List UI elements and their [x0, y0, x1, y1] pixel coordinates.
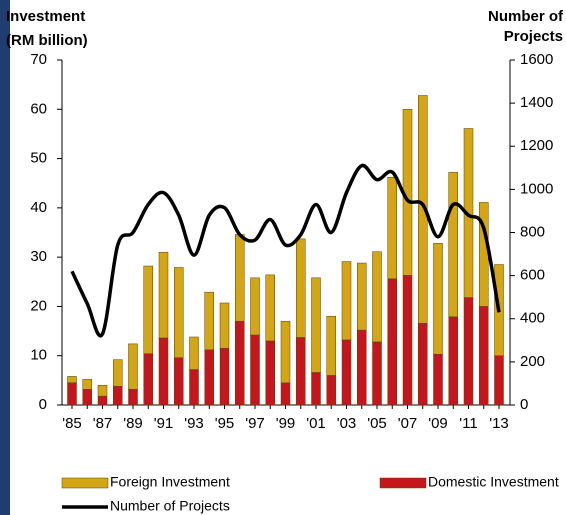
bar — [341, 339, 352, 406]
bar — [265, 274, 275, 342]
y-tick-label: 0 — [39, 396, 47, 413]
legend-label: Number of Projects — [110, 498, 230, 514]
bar — [296, 238, 306, 338]
bar — [113, 386, 123, 406]
bar — [189, 336, 199, 370]
x-tick-label: '93 — [184, 415, 204, 432]
x-tick-label: '97 — [245, 415, 265, 432]
bar — [97, 395, 108, 406]
bar — [189, 369, 199, 406]
x-tick-label: '03 — [337, 415, 357, 432]
bar — [433, 243, 443, 355]
bar — [67, 376, 77, 384]
bar — [372, 341, 382, 406]
bar — [326, 316, 336, 376]
bar — [448, 316, 458, 406]
y-tick-label: 70 — [30, 51, 47, 68]
bar — [296, 337, 306, 406]
bar — [311, 277, 321, 373]
bar — [143, 353, 153, 406]
bar — [174, 357, 184, 406]
x-tick-label: '09 — [428, 415, 448, 432]
y-tick-label: 30 — [30, 248, 47, 265]
y2-tick-label: 600 — [520, 267, 545, 284]
bar — [235, 234, 245, 322]
x-tick-label: '13 — [489, 415, 509, 432]
bar — [326, 375, 336, 406]
y-tick-label: 40 — [30, 199, 47, 216]
legend-swatch — [379, 477, 427, 489]
bar — [97, 385, 108, 397]
y2-tick-label: 0 — [520, 396, 528, 413]
line — [70, 163, 501, 338]
bar — [387, 278, 397, 406]
y-axis-title: Investment — [6, 8, 85, 25]
x-tick-label: '89 — [123, 415, 143, 432]
bar — [494, 355, 504, 406]
y2-tick-label: 1200 — [520, 137, 553, 154]
bar — [67, 382, 77, 406]
bar — [357, 329, 367, 406]
bar — [82, 388, 92, 406]
bar — [204, 291, 214, 351]
x-tick-label: '11 — [459, 415, 477, 432]
x-tick-label: '01 — [306, 415, 326, 432]
legend-label: Domestic Investment — [428, 474, 559, 490]
bar — [174, 267, 184, 358]
bar — [128, 388, 138, 406]
y2-tick-label: 800 — [520, 223, 545, 240]
bar — [113, 359, 123, 387]
legend-label: Foreign Investment — [110, 474, 230, 490]
bar — [341, 261, 352, 341]
y-tick-label: 10 — [30, 347, 47, 364]
side-strip — [0, 0, 10, 515]
bar — [357, 262, 367, 331]
y-tick-label: 50 — [30, 150, 47, 167]
legend-swatch — [61, 477, 109, 489]
bar — [219, 302, 230, 349]
bar — [204, 349, 214, 406]
bar — [418, 322, 428, 406]
y-axis-title: (RM billion) — [6, 32, 88, 49]
bar — [280, 320, 291, 384]
y-tick-label: 20 — [30, 297, 47, 314]
x-tick-label: '85 — [62, 415, 82, 432]
bar — [128, 343, 138, 390]
y2-tick-label: 400 — [520, 310, 545, 327]
y2-tick-label: 1600 — [520, 51, 553, 68]
x-tick-label: '95 — [215, 415, 235, 432]
x-tick-label: '91 — [154, 415, 174, 432]
bar — [82, 379, 92, 390]
y2-axis-title: Number of — [488, 8, 564, 25]
bar — [235, 320, 245, 406]
x-tick-label: '99 — [276, 415, 296, 432]
x-tick-label: '05 — [367, 415, 387, 432]
bar — [250, 277, 260, 336]
bar — [387, 177, 397, 280]
y-tick-label: 60 — [30, 100, 47, 117]
y2-tick-label: 200 — [520, 353, 545, 370]
bar — [219, 348, 230, 406]
x-tick-label: '07 — [398, 415, 418, 432]
y2-axis-title: Projects — [504, 28, 563, 45]
bar — [463, 297, 474, 406]
bar — [280, 382, 291, 406]
bar — [158, 337, 169, 406]
bar — [143, 265, 153, 354]
bar — [448, 172, 458, 318]
bar — [372, 251, 382, 343]
bar — [402, 275, 413, 406]
bar — [250, 334, 260, 406]
bar — [265, 340, 275, 406]
y2-tick-label: 1400 — [520, 94, 553, 111]
y2-tick-label: 1000 — [520, 180, 553, 197]
bar — [311, 372, 321, 406]
bar — [158, 251, 169, 339]
bar — [433, 353, 443, 406]
x-tick-label: '87 — [93, 415, 113, 432]
bar — [479, 306, 489, 406]
